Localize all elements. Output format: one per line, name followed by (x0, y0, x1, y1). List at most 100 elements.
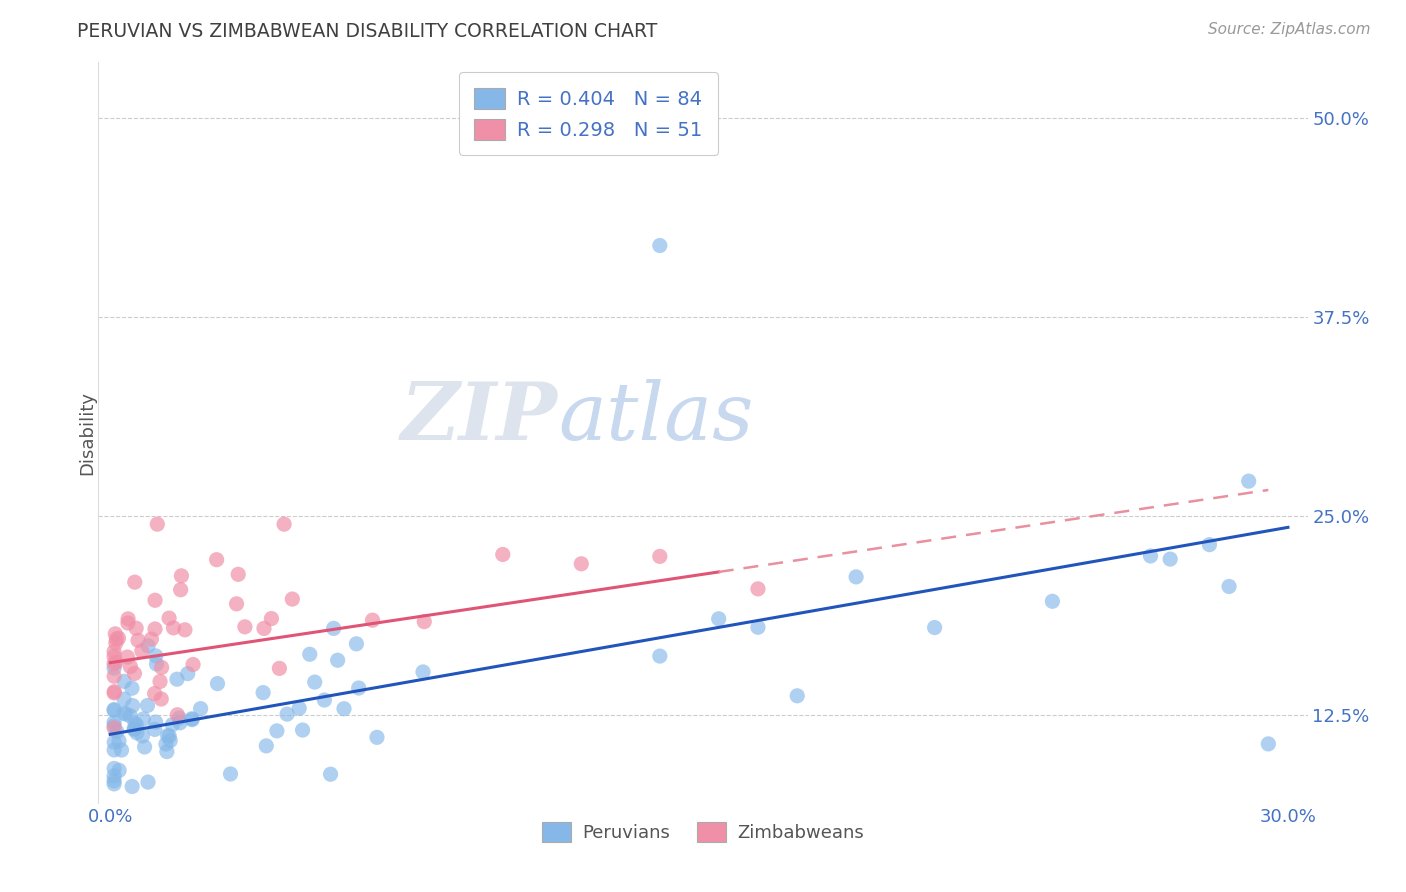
Text: PERUVIAN VS ZIMBABWEAN DISABILITY CORRELATION CHART: PERUVIAN VS ZIMBABWEAN DISABILITY CORREL… (77, 22, 658, 41)
Point (103, 669, 125, 683)
Point (146, 517, 169, 532)
Point (260, 611, 283, 625)
Point (157, 611, 180, 625)
Point (786, 689, 808, 703)
Point (413, 615, 436, 629)
Point (225, 597, 247, 611)
Point (252, 685, 274, 699)
Point (112, 692, 135, 706)
Point (103, 719, 125, 733)
Point (1218, 579, 1240, 593)
Point (162, 717, 184, 731)
Point (273, 517, 295, 532)
Point (143, 622, 166, 636)
Point (166, 672, 188, 686)
Text: Source: ZipAtlas.com: Source: ZipAtlas.com (1208, 22, 1371, 37)
Point (149, 674, 172, 689)
Point (108, 764, 131, 778)
Point (205, 552, 228, 566)
Point (156, 745, 179, 759)
Point (412, 665, 434, 679)
Point (347, 681, 370, 695)
Point (291, 723, 314, 737)
Point (110, 743, 132, 757)
Point (107, 631, 129, 645)
Point (169, 715, 191, 730)
Point (156, 729, 179, 743)
Point (145, 648, 167, 663)
Point (304, 675, 326, 690)
Point (103, 769, 125, 783)
Point (103, 684, 125, 698)
Point (207, 676, 229, 690)
Point (648, 549, 671, 564)
Point (112, 674, 135, 689)
Point (157, 729, 180, 743)
Point (226, 567, 249, 582)
Point (266, 723, 288, 738)
Point (141, 632, 163, 646)
Point (105, 724, 128, 739)
Point (103, 686, 125, 700)
Point (131, 729, 153, 743)
Point (322, 621, 344, 635)
Point (219, 767, 242, 781)
Point (136, 639, 159, 653)
Point (319, 767, 342, 781)
Point (162, 621, 184, 635)
Point (298, 647, 321, 661)
Text: atlas: atlas (558, 379, 754, 457)
Point (134, 739, 156, 754)
Point (124, 722, 146, 736)
Point (181, 713, 204, 727)
Point (103, 702, 125, 716)
Point (145, 714, 167, 729)
Point (166, 707, 188, 722)
Point (103, 644, 125, 658)
Legend: Peruvians, Zimbabweans: Peruvians, Zimbabweans (536, 815, 870, 849)
Point (233, 620, 256, 634)
Point (747, 582, 769, 596)
Point (117, 615, 139, 630)
Point (145, 657, 167, 671)
Point (1237, 474, 1260, 488)
Point (103, 773, 125, 788)
Point (104, 636, 127, 650)
Point (1257, 737, 1279, 751)
Point (120, 709, 142, 723)
Point (131, 644, 153, 658)
Point (125, 621, 148, 635)
Point (569, 557, 592, 571)
Point (103, 761, 125, 775)
Point (281, 592, 304, 607)
Point (117, 612, 139, 626)
Point (150, 660, 173, 674)
Point (103, 777, 125, 791)
Point (103, 721, 125, 735)
Point (253, 622, 276, 636)
Point (103, 661, 125, 675)
Point (174, 623, 197, 637)
Point (105, 632, 128, 646)
Point (143, 687, 166, 701)
Point (103, 715, 125, 730)
Point (124, 716, 146, 731)
Point (333, 702, 356, 716)
Point (924, 621, 946, 635)
Point (155, 737, 177, 751)
Point (492, 548, 515, 562)
Point (103, 743, 125, 757)
Point (143, 593, 166, 607)
Point (115, 706, 138, 721)
Point (108, 734, 131, 748)
Point (127, 633, 149, 648)
Point (105, 655, 128, 669)
Point (103, 735, 125, 749)
Point (181, 712, 204, 726)
Point (169, 582, 191, 597)
Point (269, 661, 291, 675)
Point (648, 649, 671, 664)
Point (104, 627, 127, 641)
Point (254, 739, 277, 753)
Point (648, 238, 671, 252)
